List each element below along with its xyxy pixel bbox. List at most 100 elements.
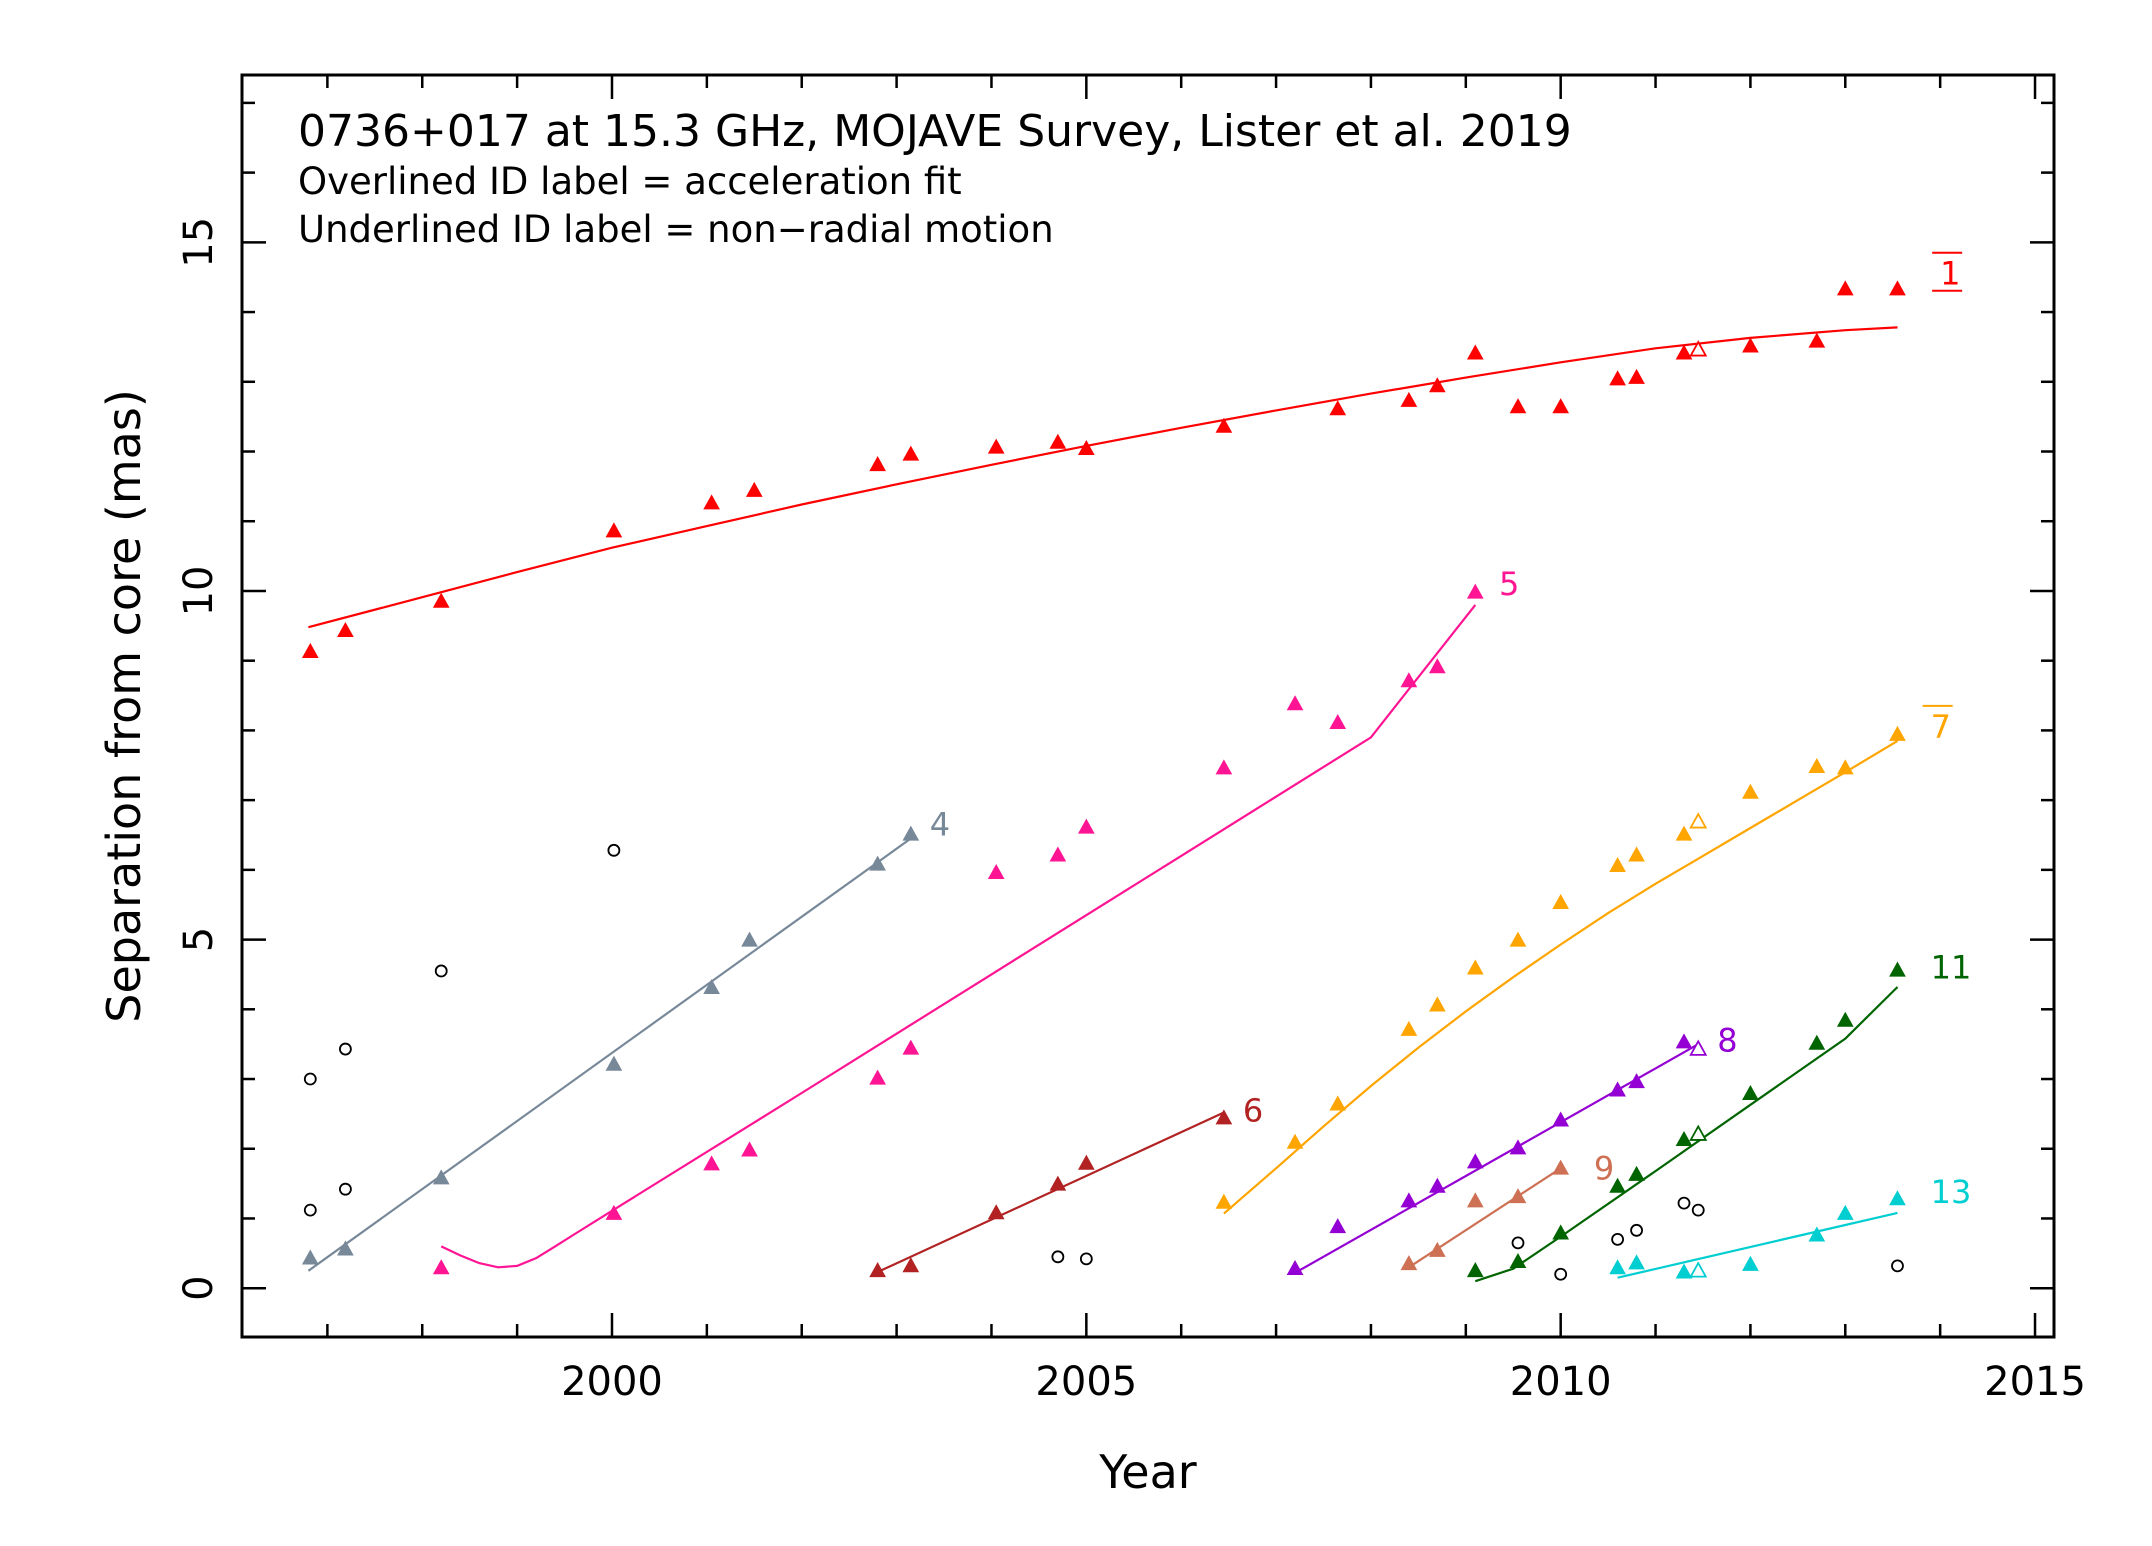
point-13	[1742, 1255, 1759, 1271]
point-8	[1286, 1259, 1304, 1275]
open-circle	[1079, 1252, 1093, 1266]
point-9	[1400, 1255, 1418, 1271]
point-11	[1742, 1084, 1759, 1100]
point-1	[902, 445, 920, 461]
point-4	[337, 1240, 354, 1256]
point-8	[1466, 1153, 1484, 1169]
y-tick-label: 15	[176, 217, 222, 268]
point-7	[1808, 757, 1826, 773]
point-5	[741, 1141, 758, 1157]
open-circle	[303, 1203, 317, 1217]
component-labels: 1 4 5 6 7 8 9 11 13	[930, 251, 1971, 1211]
point-6	[1077, 1154, 1095, 1170]
open-circle	[1677, 1196, 1691, 1210]
component-label-1: 1	[1940, 255, 1960, 293]
data-points	[301, 280, 1906, 1281]
component-label-7: 7	[1931, 708, 1951, 746]
point-1	[1889, 280, 1906, 296]
point-5	[1466, 583, 1484, 599]
point-1	[869, 456, 886, 472]
point-7	[1429, 996, 1446, 1012]
point-11	[1808, 1034, 1826, 1050]
plot-frame	[240, 73, 2056, 1339]
y-axis-title: Separation from core (mas)	[97, 389, 151, 1023]
point-7	[1889, 725, 1906, 741]
point-1	[1628, 368, 1645, 384]
fit-lines	[307, 326, 1899, 1283]
open-point-11	[1689, 1124, 1708, 1141]
open-point-7	[1689, 812, 1708, 829]
point-7	[1628, 846, 1645, 862]
point-11	[1675, 1130, 1693, 1147]
point-8	[1400, 1192, 1418, 1208]
point-8	[1329, 1218, 1347, 1234]
point-6	[1049, 1175, 1067, 1191]
x-tick-label: 2000	[561, 1359, 663, 1405]
y-tick-label: 0	[176, 1275, 222, 1300]
point-7	[1552, 893, 1570, 909]
point-7	[1609, 856, 1626, 872]
point-7	[1329, 1095, 1347, 1111]
point-1	[1077, 440, 1095, 456]
point-5	[605, 1204, 623, 1220]
chart-subtitle-2: Underlined ID label = non−radial motion	[298, 208, 1054, 251]
open-circle	[1511, 1236, 1525, 1250]
fit-line-13	[1617, 1211, 1898, 1279]
point-4	[741, 931, 758, 947]
open-circle	[1630, 1223, 1643, 1237]
point-8	[1675, 1033, 1693, 1049]
fit-line-5	[440, 604, 1477, 1269]
fit-line-11	[1474, 986, 1899, 1283]
point-1	[745, 481, 763, 497]
point-1	[1466, 344, 1484, 360]
point-13	[1889, 1190, 1906, 1206]
point-1	[301, 642, 319, 658]
point-5	[432, 1259, 450, 1275]
open-circle	[1691, 1203, 1705, 1217]
point-5	[1329, 714, 1347, 730]
point-9	[1509, 1188, 1527, 1204]
point-7	[1675, 825, 1693, 841]
point-1	[337, 621, 354, 638]
point-6	[1215, 1109, 1233, 1125]
point-13	[1675, 1263, 1693, 1279]
point-7	[1836, 759, 1854, 775]
open-circle	[607, 843, 621, 857]
point-8	[1628, 1073, 1645, 1089]
point-1	[1675, 344, 1693, 360]
point-8	[1609, 1081, 1626, 1097]
point-6	[869, 1262, 886, 1278]
open-circle	[303, 1072, 317, 1086]
point-1	[987, 438, 1005, 454]
point-7	[1215, 1193, 1233, 1209]
point-7	[1742, 783, 1759, 799]
fit-line-6	[872, 1111, 1225, 1276]
point-11	[1889, 961, 1906, 977]
point-7	[1400, 1020, 1418, 1036]
x-tick-label: 2015	[1984, 1359, 2086, 1405]
open-circle	[1051, 1250, 1065, 1264]
point-1	[1552, 398, 1570, 414]
open-point-1	[1689, 340, 1708, 357]
point-4	[605, 1055, 623, 1071]
open-circle	[1891, 1259, 1904, 1273]
point-7	[1509, 931, 1527, 947]
y-tick-label: 10	[176, 566, 222, 617]
point-5	[902, 1039, 920, 1055]
point-5	[1215, 759, 1233, 775]
point-5	[1400, 672, 1418, 688]
open-point-13	[1689, 1261, 1708, 1278]
point-5	[1077, 818, 1095, 834]
point-1	[1329, 400, 1347, 416]
point-9	[1466, 1192, 1484, 1208]
component-label-6: 6	[1243, 1091, 1263, 1129]
point-5	[1286, 695, 1304, 711]
component-label-9: 9	[1594, 1149, 1614, 1187]
point-13	[1609, 1259, 1626, 1275]
point-1	[1808, 332, 1826, 348]
point-1	[1049, 433, 1067, 449]
point-13	[1628, 1254, 1645, 1270]
point-4	[902, 825, 920, 841]
point-6	[902, 1257, 920, 1273]
point-13	[1836, 1204, 1854, 1220]
